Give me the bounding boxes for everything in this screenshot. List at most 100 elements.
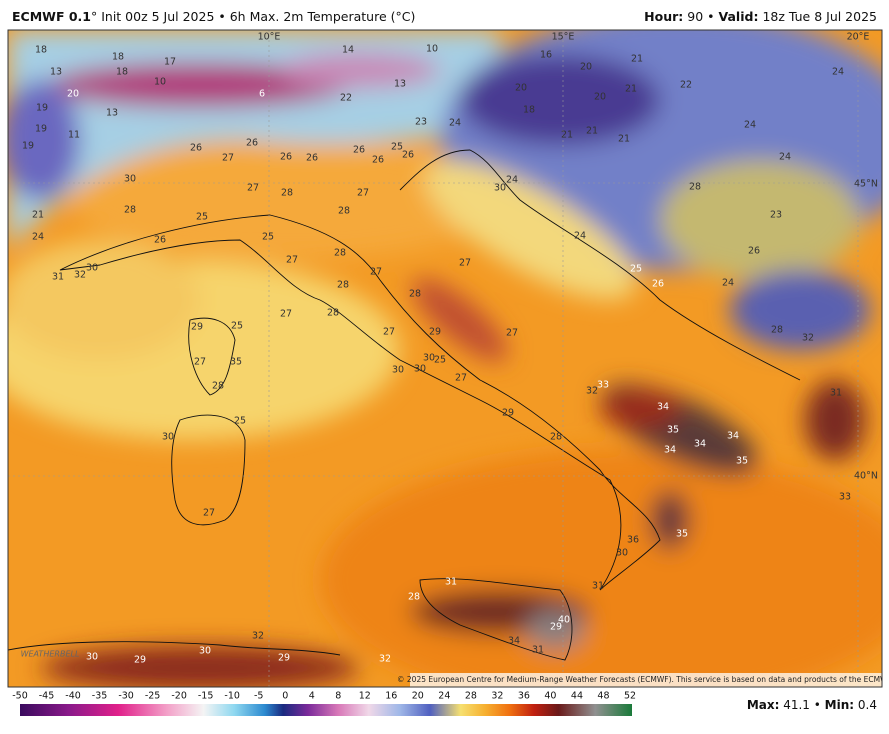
temperature-label: 14 xyxy=(342,45,354,56)
temperature-label: 33 xyxy=(597,380,609,391)
colorbar-tick-label: 4 xyxy=(309,691,315,702)
hour-label: Hour: xyxy=(644,9,683,24)
temperature-label: 31 xyxy=(830,388,842,399)
temperature-label: 6 xyxy=(259,89,265,100)
min: 0.4 xyxy=(858,698,877,712)
temperature-label: 30 xyxy=(86,652,98,663)
temperature-label: 32 xyxy=(252,631,264,642)
temperature-label: 30 xyxy=(124,174,136,185)
colorbar-tick-label: -50 xyxy=(12,691,28,702)
temperature-label: 31 xyxy=(532,645,544,656)
temperature-label: 26 xyxy=(372,155,384,166)
temperature-label: 32 xyxy=(74,270,86,281)
temperature-label: 34 xyxy=(727,431,739,442)
colorbar-tick-label: 32 xyxy=(491,691,503,702)
temperature-label: 32 xyxy=(379,654,391,665)
colorbar-tick-label: 0 xyxy=(282,691,288,702)
temperature-label: 24 xyxy=(32,232,44,243)
hour: 90 xyxy=(687,9,703,24)
temperature-label: 26 xyxy=(154,235,166,246)
temperature-label: 26 xyxy=(190,143,202,154)
temperature-label: 24 xyxy=(722,278,734,289)
temperature-label: 18 xyxy=(112,52,124,63)
temperature-label: 27 xyxy=(370,267,382,278)
colorbar-tick-label: -45 xyxy=(39,691,55,702)
header-left: ECMWF 0.1° Init 00z 5 Jul 2025 • 6h Max.… xyxy=(12,9,415,24)
model: ECMWF 0.1 xyxy=(12,9,91,24)
temperature-label: 20 xyxy=(515,83,527,94)
temperature-label: 18 xyxy=(116,67,128,78)
valid: 18z Tue 8 Jul 2025 xyxy=(762,9,877,24)
separator: • xyxy=(814,698,821,712)
coastlines xyxy=(8,149,801,661)
colorbar-tick-label: 8 xyxy=(335,691,341,702)
temperature-label: 30 xyxy=(392,365,404,376)
temperature-label: 24 xyxy=(574,231,586,242)
colorbar-tick-label: -15 xyxy=(198,691,214,702)
min-label: Min: xyxy=(825,698,854,712)
temperature-label: 20 xyxy=(580,62,592,73)
description: ° Init 00z 5 Jul 2025 • 6h Max. 2m Tempe… xyxy=(91,9,415,24)
temperature-label: 29 xyxy=(191,322,203,333)
temperature-label: 13 xyxy=(50,67,62,78)
temperature-label: 25 xyxy=(391,142,403,153)
temperature-label: 25 xyxy=(234,416,246,427)
temperature-label: 26 xyxy=(353,145,365,156)
temperature-label: 22 xyxy=(680,80,692,91)
temperature-label: 20 xyxy=(594,92,606,103)
temperature-label: 35 xyxy=(676,529,688,540)
temperature-label: 31 xyxy=(445,577,457,588)
temperature-label: 25 xyxy=(630,264,642,275)
temperature-label: 31 xyxy=(52,272,64,283)
temperature-label: 28 xyxy=(408,592,420,603)
temperature-label: 21 xyxy=(561,130,573,141)
colorbar xyxy=(20,704,632,716)
temperature-label: 26 xyxy=(306,153,318,164)
temperature-label: 10 xyxy=(426,44,438,55)
temperature-label: 24 xyxy=(744,120,756,131)
colorbar-tick-label: -20 xyxy=(171,691,187,702)
header-right: Hour: 90 • Valid: 18z Tue 8 Jul 2025 xyxy=(644,9,877,24)
temperature-label: 30 xyxy=(423,353,435,364)
temperature-label: 21 xyxy=(618,134,630,145)
temperature-label: 21 xyxy=(625,84,637,95)
temperature-label: 28 xyxy=(689,182,701,193)
temperature-label: 32 xyxy=(586,386,598,397)
temperature-label: 33 xyxy=(839,492,851,503)
map-frame xyxy=(7,29,883,688)
temperature-label: 34 xyxy=(657,402,669,413)
temperature-label: 28 xyxy=(338,206,350,217)
temperature-label: 27 xyxy=(222,153,234,164)
temperature-label: 24 xyxy=(506,175,518,186)
temperature-label: 21 xyxy=(32,210,44,221)
temperature-label: 29 xyxy=(429,327,441,338)
temperature-label: 27 xyxy=(506,328,518,339)
copyright: © 2025 European Centre for Medium-Range … xyxy=(397,675,889,684)
temperature-label: 27 xyxy=(383,327,395,338)
temperature-label: 28 xyxy=(409,289,421,300)
grid-label: 15°E xyxy=(552,32,575,43)
temperature-label: 27 xyxy=(357,188,369,199)
colorbar-tick-label: 28 xyxy=(465,691,477,702)
colorbar-tick-label: -10 xyxy=(224,691,240,702)
temperature-label: 27 xyxy=(194,357,206,368)
temperature-label: 35 xyxy=(230,357,242,368)
temperature-label: 29 xyxy=(278,653,290,664)
temperature-label: 26 xyxy=(246,138,258,149)
temperature-label: 19 xyxy=(35,124,47,135)
colorbar-tick-label: -25 xyxy=(145,691,161,702)
temperature-label: 17 xyxy=(164,57,176,68)
max: 41.1 xyxy=(783,698,810,712)
temperature-label: 30 xyxy=(199,646,211,657)
temperature-label: 30 xyxy=(414,364,426,375)
temperature-label: 34 xyxy=(664,445,676,456)
temperature-label: 28 xyxy=(124,205,136,216)
grid-label: 20°E xyxy=(847,32,870,43)
temperature-label: 22 xyxy=(340,93,352,104)
graticule xyxy=(8,30,882,687)
temperature-label: 20 xyxy=(67,89,79,100)
temperature-label: 35 xyxy=(667,425,679,436)
temperature-label: 27 xyxy=(286,255,298,266)
colorbar-tick-label: -30 xyxy=(118,691,134,702)
